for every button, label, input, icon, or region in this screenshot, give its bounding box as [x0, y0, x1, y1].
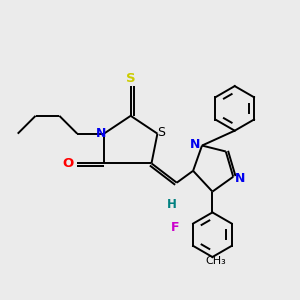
Text: CH₃: CH₃	[205, 256, 226, 266]
Text: N: N	[96, 127, 107, 140]
Text: S: S	[157, 126, 165, 139]
Text: S: S	[126, 72, 136, 85]
Text: N: N	[235, 172, 245, 185]
Text: F: F	[171, 221, 179, 234]
Text: O: O	[63, 157, 74, 170]
Text: H: H	[167, 199, 177, 212]
Text: N: N	[190, 138, 201, 151]
